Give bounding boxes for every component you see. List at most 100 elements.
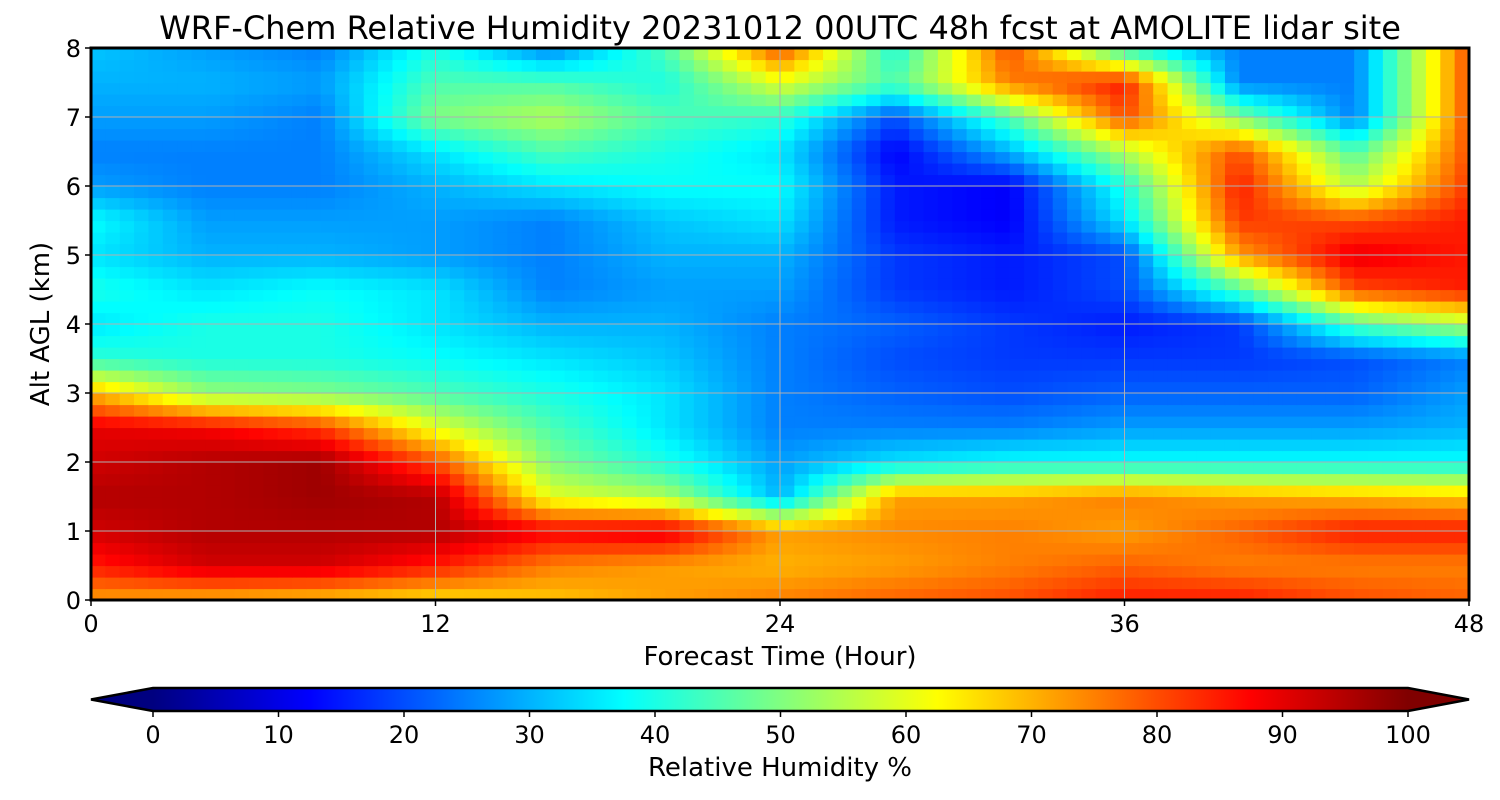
heatmap-cell	[449, 301, 465, 314]
heatmap-cell	[220, 508, 236, 521]
heatmap-cell	[392, 542, 408, 555]
heatmap-cell	[320, 128, 336, 141]
heatmap-cell	[248, 427, 264, 440]
heatmap-cell	[1210, 82, 1226, 95]
heatmap-cell	[378, 312, 394, 325]
heatmap-cell	[105, 266, 121, 279]
heatmap-cell	[263, 347, 279, 360]
heatmap-cell	[1181, 554, 1197, 567]
heatmap-cell	[1052, 473, 1068, 486]
heatmap-cell	[1454, 128, 1470, 141]
heatmap-cell	[1354, 209, 1370, 222]
heatmap-cell	[1110, 82, 1126, 95]
heatmap-cell	[1052, 439, 1068, 452]
heatmap-cell	[923, 565, 939, 578]
heatmap-cell	[736, 519, 752, 532]
heatmap-cell	[550, 519, 566, 532]
heatmap-cell	[521, 255, 537, 268]
heatmap-cell	[478, 473, 494, 486]
heatmap-cell	[177, 197, 193, 210]
heatmap-cell	[1382, 174, 1398, 187]
heatmap-cell	[421, 266, 437, 279]
heatmap-cell	[105, 554, 121, 567]
heatmap-cell	[91, 370, 106, 383]
heatmap-cell	[665, 393, 681, 406]
heatmap-cell	[1411, 117, 1427, 130]
heatmap-cell	[736, 243, 752, 256]
heatmap-cell	[492, 82, 508, 95]
heatmap-cell	[1081, 554, 1097, 567]
heatmap-cell	[1268, 232, 1283, 245]
heatmap-cell	[406, 473, 422, 486]
heatmap-cell	[521, 347, 537, 360]
heatmap-cell	[1382, 151, 1398, 164]
heatmap-cell	[1052, 151, 1068, 164]
heatmap-cell	[1052, 255, 1068, 268]
heatmap-cell	[507, 324, 523, 337]
heatmap-cell	[1038, 289, 1054, 302]
heatmap-cell	[1196, 243, 1212, 256]
heatmap-cell	[952, 312, 968, 325]
heatmap-cell	[1425, 140, 1441, 153]
heatmap-cell	[234, 71, 250, 84]
heatmap-cell	[363, 117, 379, 130]
heatmap-cell	[751, 48, 767, 61]
heatmap-cell	[478, 278, 494, 291]
heatmap-cell	[808, 312, 824, 325]
heatmap-cell	[177, 439, 193, 452]
heatmap-cell	[1138, 59, 1154, 72]
heatmap-cell	[607, 485, 623, 498]
heatmap-cell	[91, 105, 106, 118]
heatmap-cell	[622, 324, 638, 337]
heatmap-cell	[1196, 439, 1212, 452]
heatmap-cell	[1425, 335, 1441, 348]
heatmap-cell	[1296, 243, 1312, 256]
heatmap-cell	[191, 255, 207, 268]
heatmap-cell	[1311, 197, 1327, 210]
heatmap-cell	[234, 59, 250, 72]
heatmap-cell	[1009, 370, 1025, 383]
heatmap-cell	[378, 439, 394, 452]
heatmap-cell	[134, 278, 150, 291]
heatmap-cell	[1167, 427, 1183, 440]
heatmap-cell	[1382, 128, 1398, 141]
heatmap-cell	[320, 508, 336, 521]
heatmap-cell	[1440, 197, 1456, 210]
heatmap-cell	[1440, 393, 1456, 406]
heatmap-cell	[1196, 347, 1212, 360]
heatmap-cell	[909, 163, 925, 176]
heatmap-cell	[564, 82, 580, 95]
heatmap-cell	[550, 554, 566, 567]
colorbar-extend-low	[91, 688, 153, 711]
heatmap-cell	[980, 416, 996, 429]
heatmap-cell	[751, 71, 767, 84]
heatmap-cell	[622, 565, 638, 578]
heatmap-cell	[521, 128, 537, 141]
heatmap-cell	[191, 82, 207, 95]
heatmap-cell	[894, 347, 910, 360]
heatmap-cell	[564, 588, 580, 601]
heatmap-cell	[1440, 48, 1456, 61]
heatmap-cell	[650, 209, 666, 222]
heatmap-cell	[335, 255, 350, 268]
heatmap-cell	[507, 519, 523, 532]
heatmap-cell	[564, 48, 580, 61]
heatmap-cell	[435, 519, 451, 532]
heatmap-cell	[1009, 519, 1025, 532]
heatmap-cell	[1440, 59, 1456, 72]
heatmap-cell	[1024, 82, 1039, 95]
heatmap-cell	[780, 462, 795, 475]
heatmap-cell	[1239, 128, 1255, 141]
heatmap-cell	[880, 48, 896, 61]
heatmap-cell	[1138, 416, 1154, 429]
heatmap-cell	[650, 404, 666, 417]
heatmap-cell	[665, 105, 681, 118]
heatmap-cell	[1382, 588, 1398, 601]
heatmap-cell	[1382, 542, 1398, 555]
heatmap-cell	[995, 554, 1011, 567]
heatmap-cell	[980, 427, 996, 440]
heatmap-cell	[1095, 117, 1111, 130]
heatmap-cell	[535, 312, 551, 325]
heatmap-cell	[478, 174, 494, 187]
heatmap-cell	[1095, 358, 1111, 371]
